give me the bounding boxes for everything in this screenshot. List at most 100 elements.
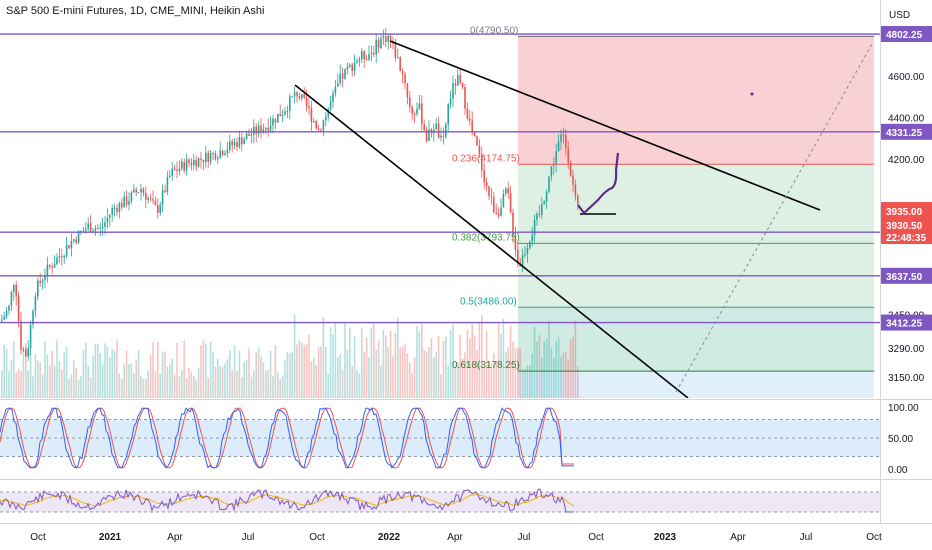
candle-body bbox=[272, 118, 274, 126]
volume-bar bbox=[531, 353, 533, 398]
volume-bar bbox=[284, 360, 286, 398]
candle-body bbox=[310, 108, 313, 122]
time-tick-label: Oct bbox=[866, 532, 882, 543]
volume-bar bbox=[152, 342, 154, 398]
price-tick-label: 4400.00 bbox=[888, 114, 925, 125]
volume-bar bbox=[248, 348, 250, 398]
volume-bar bbox=[301, 342, 303, 398]
volume-bar bbox=[214, 366, 217, 398]
volume-bar bbox=[346, 350, 349, 398]
volume-bar bbox=[445, 336, 447, 398]
horizontal-levels bbox=[0, 33, 880, 324]
candle-body bbox=[255, 126, 257, 134]
volume-bar bbox=[385, 335, 387, 398]
volume-bar bbox=[545, 338, 548, 398]
volume-bar bbox=[87, 365, 89, 398]
volume-bar bbox=[5, 348, 8, 398]
volume-bar bbox=[140, 375, 142, 398]
level-badge-text-4331.25: 4331.25 bbox=[886, 128, 923, 139]
volume-bar bbox=[322, 317, 325, 398]
volume-bar bbox=[437, 335, 440, 398]
candle-body bbox=[298, 96, 301, 99]
candle-body bbox=[488, 186, 490, 197]
candle-body bbox=[197, 158, 200, 167]
candle-body bbox=[193, 160, 195, 166]
stoch-tick-label: 100.00 bbox=[888, 403, 919, 414]
candle-body bbox=[435, 123, 437, 130]
volume-bar bbox=[149, 354, 152, 398]
volume-bar bbox=[257, 348, 260, 398]
candle-body bbox=[356, 61, 358, 63]
volume-bar bbox=[497, 323, 500, 398]
level-badge-3412.25 bbox=[881, 314, 932, 331]
candle-body bbox=[397, 57, 399, 59]
candle-body bbox=[301, 94, 303, 99]
candle-body bbox=[101, 227, 104, 229]
candle-body bbox=[505, 188, 507, 194]
candle-body bbox=[567, 148, 569, 163]
volume-bar bbox=[512, 341, 514, 398]
candle-body bbox=[377, 39, 380, 48]
volume-bar bbox=[27, 370, 29, 398]
volume-bar bbox=[121, 379, 123, 398]
candle-body bbox=[236, 142, 238, 147]
candle-body bbox=[212, 153, 214, 155]
volume-bar bbox=[557, 336, 560, 398]
level-badge-text-3412.25: 3412.25 bbox=[886, 319, 923, 330]
candle-body bbox=[471, 120, 473, 132]
candle-body bbox=[296, 92, 298, 97]
candle-body bbox=[334, 86, 337, 94]
lower-trendline bbox=[294, 84, 689, 398]
candle-body bbox=[154, 200, 157, 206]
volume-bar bbox=[265, 370, 267, 398]
candle-body bbox=[226, 149, 229, 154]
candle-body bbox=[135, 189, 137, 193]
candle-body bbox=[37, 280, 39, 297]
volume-bar bbox=[51, 350, 53, 398]
volume-bar bbox=[454, 365, 457, 398]
volume-bar bbox=[159, 373, 161, 398]
volume-bar bbox=[243, 361, 245, 398]
candle-body bbox=[22, 349, 25, 351]
volume-bar bbox=[389, 330, 392, 398]
candle-body bbox=[572, 175, 574, 185]
volume-bar bbox=[281, 375, 284, 398]
volume-bar bbox=[449, 330, 452, 398]
volume-bar bbox=[521, 369, 524, 398]
time-tick-label: Oct bbox=[588, 532, 604, 543]
time-axis: Oct 2021 Apr Jul Oct 2022 Apr Jul Oct 2023 Apr Jul O… bbox=[30, 532, 882, 543]
volume-bar bbox=[447, 365, 449, 398]
last-price-badge bbox=[881, 202, 932, 245]
volume-bar bbox=[65, 346, 68, 398]
volume-bar bbox=[351, 365, 353, 398]
candle-body bbox=[358, 59, 361, 62]
volume-bar bbox=[466, 329, 469, 398]
candle-body bbox=[332, 93, 334, 103]
candle-body bbox=[41, 280, 44, 283]
volume-bar bbox=[349, 327, 351, 398]
candle-body bbox=[464, 87, 466, 109]
candle-body bbox=[404, 74, 406, 84]
fib-zone-05-0618 bbox=[518, 307, 874, 372]
projection-dashed-line bbox=[675, 43, 873, 393]
trendline-drawings bbox=[294, 40, 873, 398]
candle-body bbox=[507, 188, 509, 194]
volume-bar bbox=[356, 369, 358, 398]
time-tick-label: Jul bbox=[800, 532, 813, 543]
candle-body bbox=[548, 176, 550, 192]
candle-body bbox=[202, 159, 205, 163]
candle-body bbox=[541, 204, 543, 215]
candle-body bbox=[449, 98, 452, 105]
candle-body bbox=[106, 217, 109, 223]
candle-body bbox=[116, 207, 118, 212]
volume-bar bbox=[509, 325, 512, 398]
candle-body bbox=[49, 264, 51, 267]
candle-body bbox=[229, 141, 231, 150]
volume-bar bbox=[397, 317, 399, 398]
volume-bar bbox=[123, 364, 125, 398]
stochastic-axis: 100.00 50.00 0.00 bbox=[888, 403, 919, 476]
candle-body bbox=[476, 136, 478, 146]
volume-bar bbox=[92, 355, 94, 398]
candle-body bbox=[260, 125, 262, 133]
